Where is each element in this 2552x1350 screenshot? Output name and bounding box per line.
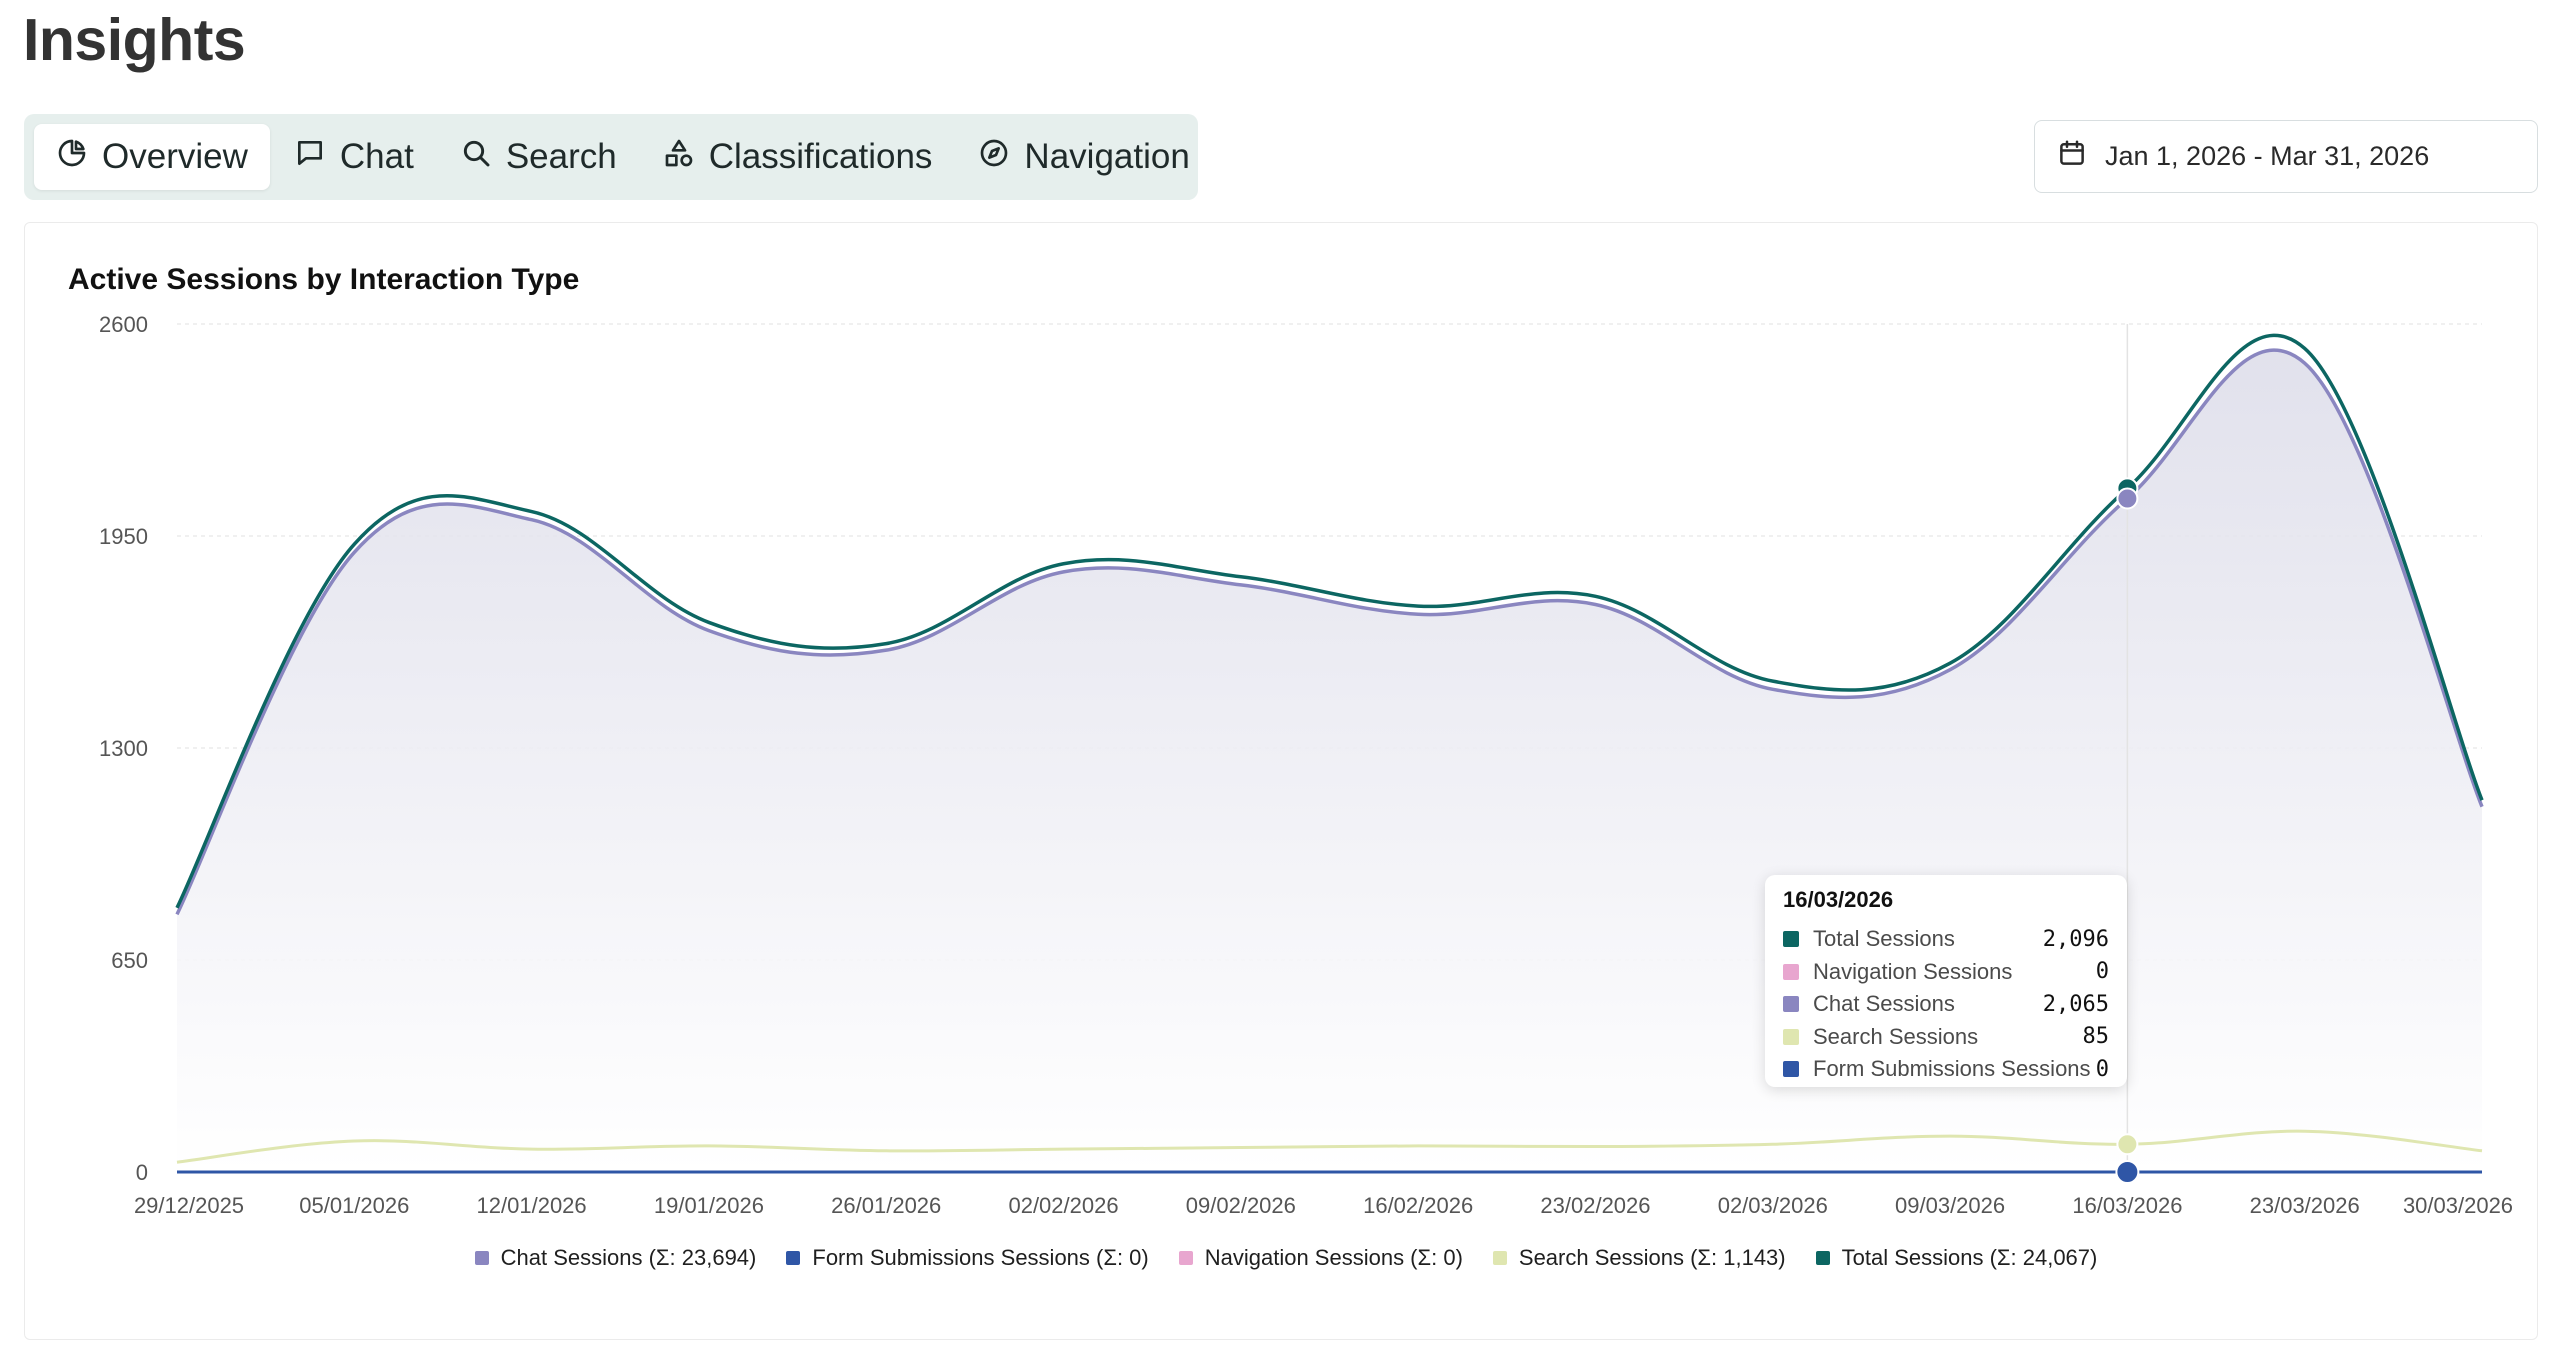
x-tick-label: 26/01/2026 <box>831 1193 941 1218</box>
date-range-label: Jan 1, 2026 - Mar 31, 2026 <box>2105 141 2430 171</box>
tooltip-date: 16/03/2026 <box>1783 887 1894 912</box>
legend-label: Search Sessions (Σ: 1,143) <box>1518 1245 1786 1270</box>
y-tick-label: 2600 <box>99 312 148 337</box>
x-tick-label: 09/02/2026 <box>1186 1193 1296 1218</box>
legend-swatch <box>1178 1251 1193 1265</box>
tooltip-row: Search Sessions 85 <box>1783 1021 2109 1054</box>
tab-label: Chat <box>339 137 414 176</box>
tooltip-swatch <box>1783 931 1799 948</box>
chart-tooltip: 16/03/2026 Total Sessions 2,096 Navigation… <box>1765 875 2127 1087</box>
hover-point <box>2116 1133 2139 1156</box>
legend-label: Navigation Sessions (Σ: 0) <box>1204 1245 1463 1270</box>
page-title: Insights <box>23 7 246 73</box>
tab-chat[interactable]: Chat <box>272 124 436 190</box>
x-tick-label: 12/01/2026 <box>477 1193 587 1218</box>
tab-navigation[interactable]: Navigation <box>956 124 1211 190</box>
legend-label: Total Sessions (Σ: 24,067) <box>1841 1245 2098 1270</box>
tooltip-swatch <box>1783 1061 1799 1078</box>
date-range-picker[interactable]: Jan 1, 2026 - Mar 31, 2026 <box>2034 120 2538 193</box>
legend-swatch <box>1815 1251 1830 1265</box>
tooltip-series-name: Search Sessions <box>1813 1023 1979 1049</box>
chart-title: Active Sessions by Interaction Type <box>68 263 580 296</box>
tooltip-row: Chat Sessions 2,065 <box>1783 988 2109 1021</box>
legend-label: Form Submissions Sessions (Σ: 0) <box>812 1245 1149 1270</box>
legend-item[interactable]: Form Submissions Sessions (Σ: 0) <box>786 1245 1149 1271</box>
series-line-chat-sessions <box>175 348 2484 916</box>
tooltip-swatch <box>1783 1028 1799 1045</box>
chart-card: Active Sessions by Interaction Type 0 650… <box>24 222 2538 1340</box>
tab-label: Overview <box>102 137 248 176</box>
y-tick-label: 650 <box>111 948 148 973</box>
tooltip-value: 85 <box>2082 1024 2110 1050</box>
hover-point <box>2116 487 2139 510</box>
tab-label: Classifications <box>708 137 933 176</box>
tooltip-value: 2,096 <box>2042 926 2109 952</box>
tooltip-series-name: Form Submissions Sessions <box>1813 1056 2091 1082</box>
series-line-search-sessions <box>176 1129 2483 1164</box>
x-tick-label: 02/03/2026 <box>1718 1193 1828 1218</box>
y-tick-label: 0 <box>136 1160 148 1185</box>
tooltip-series-name: Navigation Sessions <box>1813 958 2013 984</box>
chat-bubble-icon <box>294 137 340 178</box>
search-icon <box>460 137 506 178</box>
legend-swatch <box>1492 1251 1507 1265</box>
x-tick-label: 30/03/2026 <box>2403 1193 2513 1218</box>
x-tick-label: 05/01/2026 <box>299 1193 409 1218</box>
hover-point <box>2115 1160 2140 1184</box>
tooltip-swatch <box>1783 996 1799 1013</box>
x-tick-label: 16/03/2026 <box>2072 1193 2182 1218</box>
tooltip-row: Form Submissions Sessions 0 <box>1783 1053 2109 1086</box>
tooltip-row: Total Sessions 2,096 <box>1783 923 2109 956</box>
legend-label: Chat Sessions (Σ: 23,694) <box>500 1245 757 1270</box>
compass-icon <box>978 137 1024 178</box>
legend-item[interactable]: Search Sessions (Σ: 1,143) <box>1492 1245 1786 1271</box>
tooltip-value: 0 <box>2095 1056 2109 1082</box>
legend-item[interactable]: Navigation Sessions (Σ: 0) <box>1178 1245 1463 1271</box>
x-tick-label: 29/12/2025 <box>134 1193 244 1218</box>
tooltip-value: 0 <box>2095 959 2109 985</box>
tooltip-row: Navigation Sessions 0 <box>1783 956 2109 989</box>
y-tick-label: 1300 <box>99 736 148 761</box>
tab-overview[interactable]: Overview <box>34 124 270 190</box>
tab-label: Search <box>505 137 617 176</box>
series-line-total-sessions <box>175 333 2484 909</box>
tab-label: Navigation <box>1024 137 1190 176</box>
x-tick-label: 16/02/2026 <box>1363 1193 1473 1218</box>
sessions-area-chart[interactable]: 0 650 1300 1950 2600 29/12/2025 05/01/2026 12/0… <box>25 223 2539 1341</box>
chart-legend: Chat Sessions (Σ: 23,694) Form Submission… <box>25 1245 2539 1271</box>
x-tick-label: 02/02/2026 <box>1008 1193 1118 1218</box>
shapes-icon <box>663 137 709 178</box>
tab-search[interactable]: Search <box>438 124 639 190</box>
tooltip-value: 2,065 <box>2042 991 2109 1017</box>
tooltip-swatch <box>1783 963 1799 980</box>
tooltip-series-name: Total Sessions <box>1813 926 1955 952</box>
legend-item[interactable]: Total Sessions (Σ: 24,067) <box>1815 1245 2098 1271</box>
legend-swatch <box>786 1251 801 1265</box>
x-tick-label: 19/01/2026 <box>654 1193 764 1218</box>
x-tick-label: 23/03/2026 <box>2250 1193 2360 1218</box>
tooltip-series-name: Chat Sessions <box>1813 991 1955 1017</box>
tab-bar: Overview Chat Search Cl <box>24 114 1198 200</box>
tab-classifications[interactable]: Classifications <box>641 124 955 190</box>
chat-sessions-area <box>177 350 2482 1172</box>
calendar-icon <box>2057 138 2105 175</box>
legend-swatch <box>474 1251 489 1265</box>
pie-chart-icon <box>56 137 102 178</box>
legend-item[interactable]: Chat Sessions (Σ: 23,694) <box>474 1245 757 1271</box>
x-tick-label: 23/02/2026 <box>1540 1193 1650 1218</box>
y-tick-label: 1950 <box>99 524 148 549</box>
x-tick-label: 09/03/2026 <box>1895 1193 2005 1218</box>
